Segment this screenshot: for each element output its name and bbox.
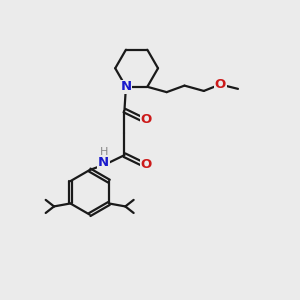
Text: N: N [120,80,131,93]
Text: O: O [141,158,152,171]
Text: O: O [214,78,226,91]
Text: O: O [141,113,152,126]
Text: H: H [99,147,108,157]
Text: N: N [98,156,109,170]
